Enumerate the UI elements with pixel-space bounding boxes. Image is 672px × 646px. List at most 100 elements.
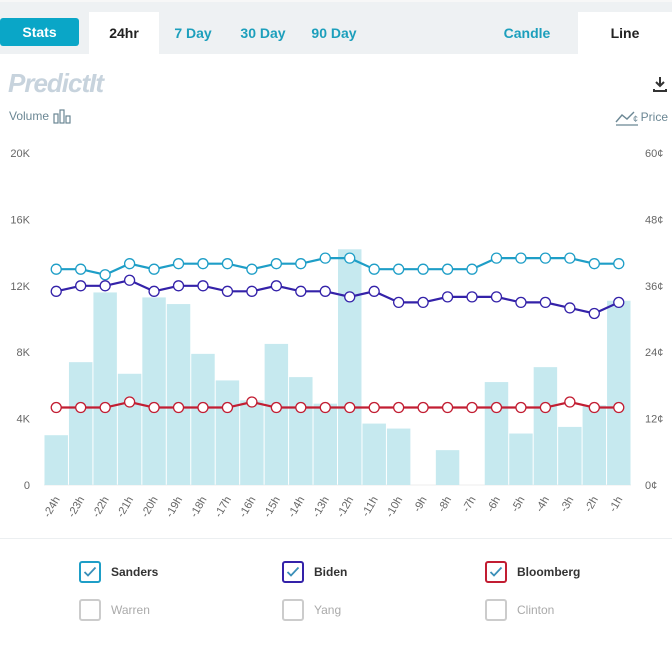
tab-24hr[interactable]: 24hr — [89, 12, 159, 54]
checkbox-warren[interactable] — [79, 599, 101, 621]
series-point-sanders — [123, 258, 136, 270]
volume-bar — [44, 435, 68, 485]
series-point-sanders — [344, 252, 356, 264]
legend-label: Sanders — [111, 565, 159, 579]
stats-button[interactable]: Stats — [0, 18, 79, 46]
series-point-biden — [515, 296, 527, 309]
x-tick-label: -11h — [360, 495, 381, 519]
volume-bar — [435, 450, 460, 485]
x-tick-label: -9h — [411, 495, 429, 515]
price-tick-label: 24¢ — [645, 347, 663, 359]
volume-bar — [362, 423, 386, 485]
volume-label-text: Volume — [9, 109, 50, 123]
series-point-biden — [50, 285, 62, 297]
series-point-biden — [197, 280, 209, 292]
series-point-bloomberg — [221, 401, 234, 414]
series-point-sanders — [613, 258, 625, 270]
series-point-bloomberg — [392, 401, 405, 414]
series-point-bloomberg — [319, 401, 331, 414]
series-point-sanders — [295, 258, 307, 270]
series-point-sanders — [441, 263, 454, 275]
price-tick-label: 0¢ — [645, 480, 657, 492]
series-point-biden — [75, 280, 87, 292]
x-tick-label: -22h — [90, 495, 111, 520]
legend-item-biden[interactable]: Biden — [282, 561, 347, 583]
series-point-sanders — [270, 258, 283, 270]
legend-item-bloomberg[interactable]: Bloomberg — [485, 561, 580, 583]
checkbox-sanders[interactable] — [79, 561, 101, 583]
legend-item-yang[interactable]: Yang — [282, 599, 341, 621]
volume-bar — [533, 367, 558, 485]
download-icon[interactable] — [650, 74, 670, 94]
volume-bar — [509, 433, 533, 485]
tab-30-day[interactable]: 30 Day — [240, 25, 286, 41]
series-point-sanders — [99, 269, 111, 281]
legend-label: Warren — [111, 603, 150, 617]
legend-divider — [0, 538, 672, 539]
series-point-bloomberg — [515, 401, 527, 414]
series-point-sanders — [392, 263, 405, 275]
legend-item-sanders[interactable]: Sanders — [79, 561, 158, 583]
tab-line[interactable]: Line — [578, 12, 672, 54]
series-point-sanders — [221, 258, 234, 270]
x-tick-label: -20h — [139, 495, 160, 520]
volume-bar — [484, 382, 509, 485]
checkbox-clinton[interactable] — [485, 599, 507, 621]
x-tick-label: -3h — [558, 495, 576, 515]
line-chart-icon: ¢ — [615, 111, 638, 126]
x-tick-label: -4h — [534, 495, 552, 515]
checkbox-bloomberg[interactable] — [485, 561, 507, 583]
series-point-sanders — [368, 263, 380, 275]
series-point-sanders — [148, 263, 160, 275]
series-point-sanders — [50, 263, 62, 275]
volume-bar — [93, 292, 117, 485]
series-point-bloomberg — [613, 401, 625, 414]
volume-bar — [191, 353, 215, 485]
legend-item-clinton[interactable]: Clinton — [485, 599, 554, 621]
legend-label: Bloomberg — [517, 565, 581, 579]
legend-label: Clinton — [517, 603, 555, 617]
series-point-biden — [392, 296, 405, 309]
series-point-bloomberg — [295, 401, 307, 414]
tab-90-day[interactable]: 90 Day — [311, 25, 357, 41]
series-point-biden — [539, 296, 552, 309]
x-tick-label: -23h — [66, 495, 87, 520]
series-point-biden — [368, 285, 380, 297]
series-point-bloomberg — [417, 401, 429, 414]
x-tick-label: -7h — [460, 495, 478, 515]
series-point-sanders — [417, 263, 429, 275]
x-tick-label: -19h — [164, 495, 185, 520]
bar-chart-icon — [53, 109, 71, 124]
series-point-biden — [99, 280, 111, 292]
volume-bar — [117, 373, 142, 485]
volume-bar — [289, 377, 313, 485]
series-point-biden — [148, 285, 160, 297]
volume-bar — [582, 405, 607, 485]
volume-bar — [240, 400, 264, 485]
volume-tick-label: 20K — [10, 148, 30, 160]
series-point-biden — [490, 291, 503, 303]
checkbox-yang[interactable] — [282, 599, 304, 621]
series-point-biden — [270, 280, 283, 292]
x-tick-label: -2h — [583, 495, 601, 515]
series-point-biden — [564, 302, 576, 314]
checkbox-biden[interactable] — [282, 561, 304, 583]
series-point-sanders — [588, 258, 600, 270]
series-point-biden — [319, 285, 331, 297]
tab-candle[interactable]: Candle — [503, 25, 551, 41]
volume-tick-label: 4K — [17, 414, 31, 426]
x-tick-label: -24h — [41, 495, 62, 520]
series-point-bloomberg — [246, 396, 258, 408]
series-point-bloomberg — [197, 401, 209, 414]
series-point-sanders — [197, 258, 209, 270]
series-point-bloomberg — [123, 396, 136, 408]
series-line-biden — [55, 279, 620, 315]
tab-7-day[interactable]: 7 Day — [174, 25, 212, 41]
x-tick-label: -15h — [262, 495, 283, 520]
volume-axis-label: Volume — [9, 108, 73, 124]
legend-item-warren[interactable]: Warren — [79, 599, 150, 621]
volume-tick-label: 12K — [10, 281, 30, 293]
series-point-sanders — [75, 263, 87, 275]
series-point-biden — [123, 274, 136, 286]
